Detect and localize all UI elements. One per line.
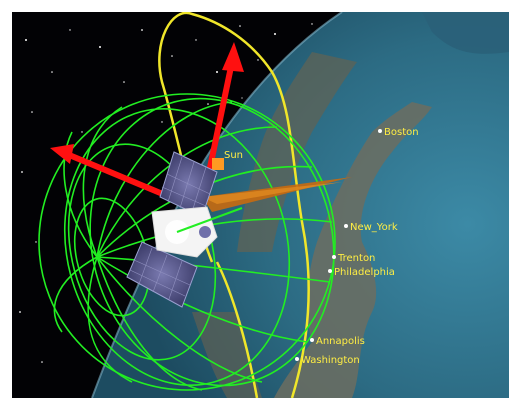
city-philadelphia[interactable]: Philadelphia [328, 267, 395, 278]
city-washington[interactable]: Washington [295, 355, 360, 366]
city-markers: Boston New_York Trenton Philadelphia Ann… [295, 127, 419, 366]
city-label: Annapolis [316, 336, 365, 347]
city-label: Trenton [337, 253, 375, 264]
city-label: Philadelphia [334, 267, 395, 278]
city-boston[interactable]: Boston [378, 127, 419, 138]
city-trenton[interactable]: Trenton [332, 253, 375, 264]
city-label: Boston [384, 127, 419, 138]
3d-scene-viewport[interactable]: Sun Boston New_York Trenton Philadelphia… [12, 12, 509, 398]
city-label: Washington [301, 355, 360, 366]
city-new-york[interactable]: New_York [344, 222, 398, 233]
city-annapolis[interactable]: Annapolis [310, 336, 365, 347]
spacecraft-label: Sun [224, 150, 243, 161]
satellite-icon [126, 151, 243, 308]
sun-vector-icon [202, 158, 352, 212]
city-label: New_York [350, 222, 398, 233]
scene-svg: Sun Boston New_York Trenton Philadelphia… [19, 12, 509, 398]
